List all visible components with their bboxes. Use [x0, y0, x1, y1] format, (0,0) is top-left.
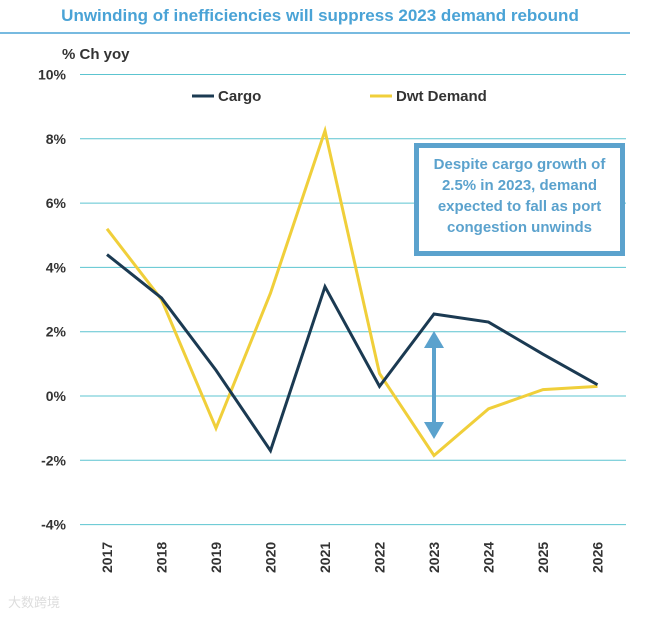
y-axis-label: % Ch yoy — [62, 46, 130, 63]
y-tick-label: -4% — [41, 517, 66, 533]
x-tick-label: 2017 — [99, 542, 115, 573]
chart-title: Unwinding of inefficiencies will suppres… — [61, 6, 579, 25]
x-tick-label: 2019 — [208, 542, 224, 573]
y-tick-label: 2% — [46, 324, 67, 340]
series-line-cargo — [106, 253, 599, 455]
series-line-dwt-demand — [105, 125, 598, 458]
difference-arrow — [424, 331, 444, 439]
x-tick-label: 2026 — [590, 542, 606, 573]
x-tick-label: 2020 — [263, 542, 279, 573]
annotation-callout: Despite cargo growth of 2.5% in 2023, de… — [414, 143, 625, 256]
y-tick-label: 0% — [46, 388, 67, 404]
y-tick-label: 8% — [46, 131, 67, 147]
x-tick-label: 2018 — [154, 542, 170, 573]
watermark: 大数跨境 — [8, 595, 61, 610]
x-tick-label: 2025 — [535, 542, 551, 573]
y-tick-label: -2% — [41, 452, 66, 468]
y-tick-label: 4% — [46, 259, 67, 275]
x-tick-label: 2024 — [481, 542, 497, 573]
x-tick-label: 2021 — [317, 542, 333, 573]
y-tick-label: 6% — [46, 195, 67, 211]
x-tick-label: 2022 — [372, 542, 388, 573]
legend-label: Cargo — [218, 88, 261, 105]
y-tick-label: 10% — [38, 67, 67, 83]
legend-label: Dwt Demand — [396, 88, 487, 105]
x-tick-label: 2023 — [426, 542, 442, 573]
